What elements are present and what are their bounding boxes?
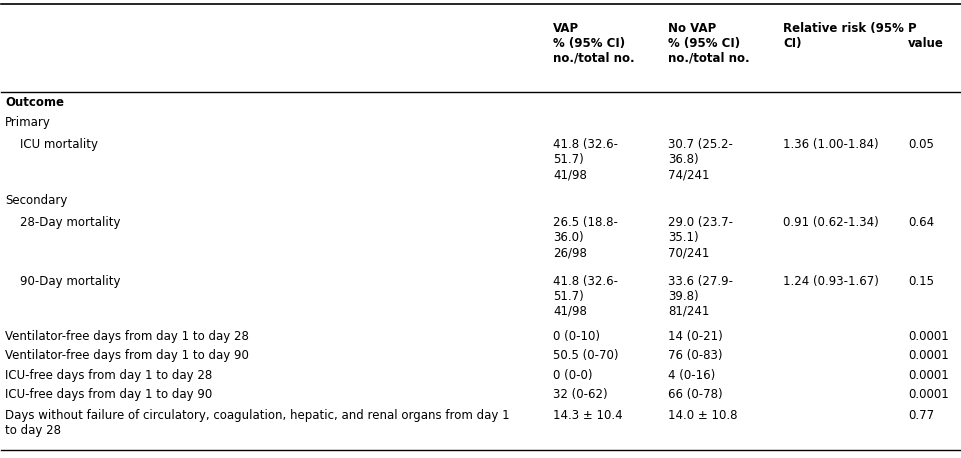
Text: 41.8 (32.6-
51.7)
41/98: 41.8 (32.6- 51.7) 41/98 xyxy=(553,138,617,181)
Text: 1.24 (0.93-1.67): 1.24 (0.93-1.67) xyxy=(782,275,878,288)
Text: 50.5 (0-70): 50.5 (0-70) xyxy=(553,349,618,362)
Text: Outcome: Outcome xyxy=(5,96,64,109)
Text: 26.5 (18.8-
36.0)
26/98: 26.5 (18.8- 36.0) 26/98 xyxy=(553,216,617,259)
Text: 0.0001: 0.0001 xyxy=(907,349,948,362)
Text: 0.0001: 0.0001 xyxy=(907,330,948,343)
Text: 0.77: 0.77 xyxy=(907,409,933,422)
Text: 0.91 (0.62-1.34): 0.91 (0.62-1.34) xyxy=(782,216,878,229)
Text: VAP
% (95% CI)
no./total no.: VAP % (95% CI) no./total no. xyxy=(553,22,634,65)
Text: Days without failure of circulatory, coagulation, hepatic, and renal organs from: Days without failure of circulatory, coa… xyxy=(5,409,509,437)
Text: 29.0 (23.7-
35.1)
70/241: 29.0 (23.7- 35.1) 70/241 xyxy=(667,216,732,259)
Text: 0 (0-0): 0 (0-0) xyxy=(553,369,592,382)
Text: 90-Day mortality: 90-Day mortality xyxy=(5,275,120,288)
Text: Ventilator-free days from day 1 to day 90: Ventilator-free days from day 1 to day 9… xyxy=(5,349,249,362)
Text: 41.8 (32.6-
51.7)
41/98: 41.8 (32.6- 51.7) 41/98 xyxy=(553,275,617,318)
Text: ICU mortality: ICU mortality xyxy=(5,138,98,151)
Text: 0.15: 0.15 xyxy=(907,275,933,288)
Text: 66 (0-78): 66 (0-78) xyxy=(667,388,722,401)
Text: 0 (0-10): 0 (0-10) xyxy=(553,330,600,343)
Text: 30.7 (25.2-
36.8)
74/241: 30.7 (25.2- 36.8) 74/241 xyxy=(667,138,732,181)
Text: 14 (0-21): 14 (0-21) xyxy=(667,330,722,343)
Text: 76 (0-83): 76 (0-83) xyxy=(667,349,722,362)
Text: 0.0001: 0.0001 xyxy=(907,388,948,401)
Text: Primary: Primary xyxy=(5,116,51,129)
Text: Ventilator-free days from day 1 to day 28: Ventilator-free days from day 1 to day 2… xyxy=(5,330,249,343)
Text: ICU-free days from day 1 to day 28: ICU-free days from day 1 to day 28 xyxy=(5,369,212,382)
Text: 1.36 (1.00-1.84): 1.36 (1.00-1.84) xyxy=(782,138,877,151)
Text: ICU-free days from day 1 to day 90: ICU-free days from day 1 to day 90 xyxy=(5,388,212,401)
Text: 0.0001: 0.0001 xyxy=(907,369,948,382)
Text: Secondary: Secondary xyxy=(5,194,67,207)
Text: 33.6 (27.9-
39.8)
81/241: 33.6 (27.9- 39.8) 81/241 xyxy=(667,275,732,318)
Text: Relative risk (95%
CI): Relative risk (95% CI) xyxy=(782,22,903,50)
Text: 32 (0-62): 32 (0-62) xyxy=(553,388,607,401)
Text: 14.0 ± 10.8: 14.0 ± 10.8 xyxy=(667,409,737,422)
Text: P
value: P value xyxy=(907,22,943,50)
Text: 0.64: 0.64 xyxy=(907,216,933,229)
Text: 14.3 ± 10.4: 14.3 ± 10.4 xyxy=(553,409,622,422)
Text: 0.05: 0.05 xyxy=(907,138,933,151)
Text: No VAP
% (95% CI)
no./total no.: No VAP % (95% CI) no./total no. xyxy=(667,22,749,65)
Text: 28-Day mortality: 28-Day mortality xyxy=(5,216,120,229)
Text: 4 (0-16): 4 (0-16) xyxy=(667,369,715,382)
